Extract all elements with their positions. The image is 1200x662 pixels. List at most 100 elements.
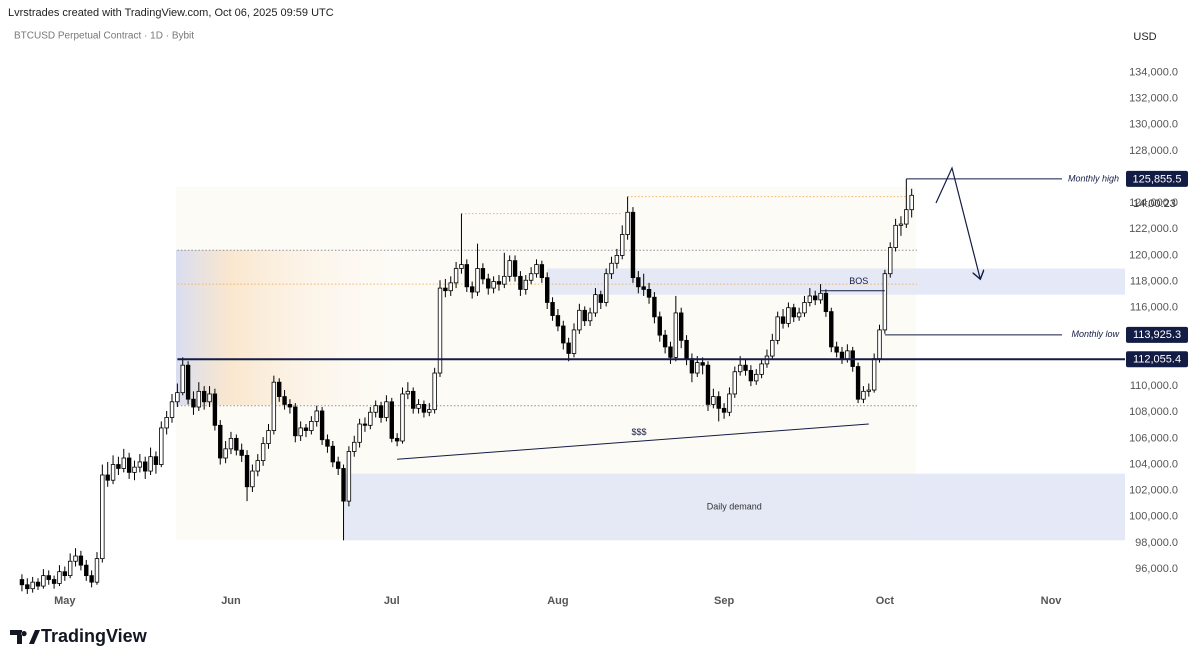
candle-body <box>314 410 319 422</box>
y-tick-label: 134,000.0 <box>1129 66 1178 78</box>
candle-body <box>491 281 496 289</box>
overlay-layer: 96,000.0 98,000.0 100,000.0 102,000.0 104,00… <box>54 66 1188 607</box>
y-tick-label: 100,000.0 <box>1129 511 1178 523</box>
candle-body <box>743 364 748 371</box>
candle-body <box>57 571 62 584</box>
countdown: 14:00:23 <box>1133 198 1176 210</box>
candle-body <box>507 260 512 277</box>
candle-body <box>555 315 561 327</box>
y-tick-label: 96,000.0 <box>1135 563 1178 575</box>
annotation-label: BOS <box>849 276 868 286</box>
candle-body <box>453 268 459 284</box>
x-tick-label: May <box>54 595 76 607</box>
candle-body <box>459 264 464 269</box>
candle-body <box>427 409 432 413</box>
candle-body <box>711 396 716 405</box>
candle-body <box>657 316 662 336</box>
candle-body <box>561 325 566 344</box>
candle-body <box>871 358 877 391</box>
candle-body <box>169 401 175 418</box>
candle-body <box>78 555 84 566</box>
candle-body <box>823 292 829 313</box>
candle-body <box>668 346 673 358</box>
candle-body <box>239 449 244 456</box>
chart-title: BTCUSD Perpetual Contract · 1D · Bybit <box>14 31 194 42</box>
x-tick-label: Oct <box>876 595 895 607</box>
candle-body <box>416 404 421 409</box>
candle-body <box>807 295 813 303</box>
candle-body <box>277 381 282 397</box>
candle-body <box>759 363 764 375</box>
candle-body <box>518 275 523 290</box>
y-tick-label: 128,000.0 <box>1129 145 1178 157</box>
candle-body <box>679 312 684 341</box>
candle-body <box>796 312 802 318</box>
y-tick-label: 124,000.0 <box>1129 197 1178 209</box>
currency-label: USD <box>1133 31 1156 43</box>
candle-body <box>539 264 545 279</box>
candle-body <box>620 234 625 256</box>
candle-body <box>496 281 502 285</box>
candle-body <box>630 211 636 279</box>
candle-body <box>475 268 480 293</box>
candle-body <box>298 427 303 437</box>
candle-body <box>319 410 325 441</box>
candle-body <box>603 273 609 303</box>
y-tick-label: 130,000.0 <box>1129 119 1178 131</box>
candle-body <box>100 474 105 560</box>
candle-body <box>689 358 695 374</box>
price-tag-label: 113,925.3 <box>1133 329 1181 341</box>
candle-body <box>662 334 668 348</box>
candle-body <box>137 461 143 468</box>
logo-icon <box>10 630 40 644</box>
candle-body <box>346 451 352 502</box>
candle-body <box>132 466 137 473</box>
candle-body <box>287 404 293 408</box>
candle-body <box>464 264 470 288</box>
x-tick-label: Jul <box>384 595 400 607</box>
y-tick-label: 132,000.0 <box>1129 92 1178 104</box>
candle-body <box>571 329 577 354</box>
volume-profile <box>176 250 396 405</box>
candle-body <box>148 456 153 472</box>
candle-body <box>486 278 491 289</box>
candle-body <box>175 392 180 403</box>
candle-body <box>528 273 534 281</box>
candle-body <box>110 464 116 481</box>
candle-body <box>443 287 448 292</box>
candle-body <box>105 474 110 481</box>
header: Lvrstrades created with TradingView.com,… <box>8 7 334 19</box>
candle-body <box>898 223 904 226</box>
candle-body <box>566 342 571 354</box>
candle-body <box>303 427 309 431</box>
candle-body <box>545 277 550 303</box>
candle-body <box>196 390 202 408</box>
candle-body <box>191 398 196 408</box>
candle-body <box>834 346 839 353</box>
candle-body <box>641 286 646 290</box>
candle-body <box>84 564 89 577</box>
price-tag <box>1126 351 1188 368</box>
candle-body <box>432 372 437 411</box>
candle-body <box>180 364 185 394</box>
candle-body <box>700 362 705 366</box>
candle-body <box>802 302 807 314</box>
annotation-line <box>397 423 869 460</box>
zone-label: Daily demand <box>707 501 762 511</box>
candle-body <box>609 262 614 275</box>
candle-body <box>62 571 68 577</box>
candle-body <box>888 247 893 275</box>
candle-body <box>727 393 732 413</box>
candle-body <box>228 437 234 450</box>
candle-body <box>855 366 861 400</box>
candle-body <box>469 286 475 293</box>
y-tick-label: 108,000.0 <box>1129 406 1178 418</box>
candle-body <box>705 364 711 405</box>
candle-body <box>19 579 25 586</box>
candle-body <box>30 581 35 590</box>
y-tick-label: 116,000.0 <box>1130 302 1178 314</box>
candle-body <box>260 443 266 462</box>
candle-body <box>523 279 528 290</box>
candle-body <box>893 224 898 248</box>
